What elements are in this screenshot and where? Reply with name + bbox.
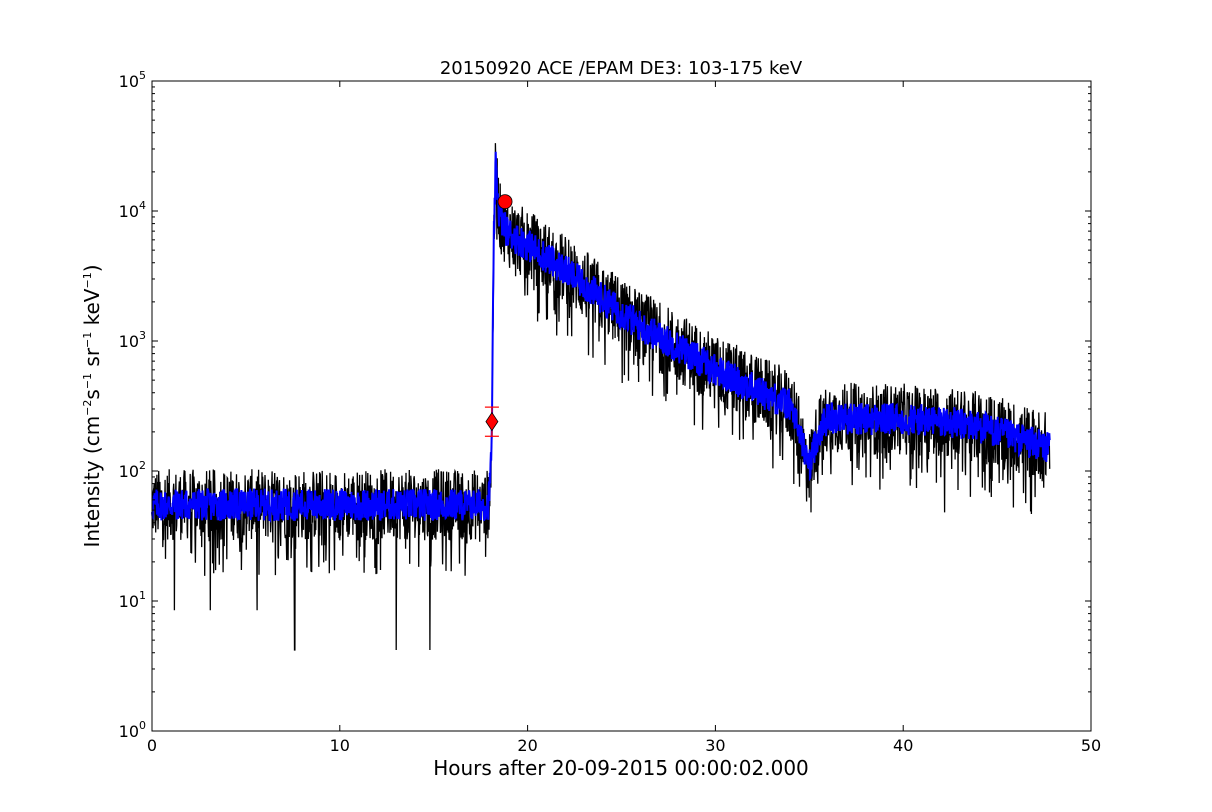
x-axis-label: Hours after 20-09-2015 00:00:02.000 bbox=[433, 756, 809, 780]
x-tick-label: 0 bbox=[147, 736, 157, 755]
y-tick-label: 101 bbox=[119, 589, 146, 611]
y-axis-label: Intensity (cm−2s−1 sr−1 keV−1) bbox=[80, 264, 104, 547]
x-tick-label: 20 bbox=[517, 736, 537, 755]
y-tick-label: 105 bbox=[119, 69, 146, 91]
y-tick-label: 102 bbox=[119, 459, 146, 481]
x-tick-label: 50 bbox=[1081, 736, 1101, 755]
y-axis: 100 101 102 103 104 105 bbox=[119, 69, 1091, 741]
x-tick-label: 30 bbox=[705, 736, 725, 755]
chart-title: 20150920 ACE /EPAM DE3: 103-175 keV bbox=[440, 58, 803, 79]
onset-diamond-marker bbox=[485, 411, 499, 432]
raw-intensity-series bbox=[151, 143, 1051, 651]
y-tick-label: 103 bbox=[119, 329, 146, 351]
x-tick-label: 40 bbox=[893, 736, 913, 755]
x-axis: 0 10 20 30 40 50 bbox=[147, 81, 1101, 755]
smoothed-intensity-series bbox=[151, 151, 1051, 524]
peak-circle-marker bbox=[497, 194, 513, 210]
y-tick-label: 100 bbox=[119, 719, 146, 741]
plot-frame bbox=[151, 80, 1092, 732]
plot-area bbox=[151, 143, 1051, 651]
x-tick-label: 10 bbox=[330, 736, 350, 755]
y-tick-label: 104 bbox=[119, 199, 146, 221]
